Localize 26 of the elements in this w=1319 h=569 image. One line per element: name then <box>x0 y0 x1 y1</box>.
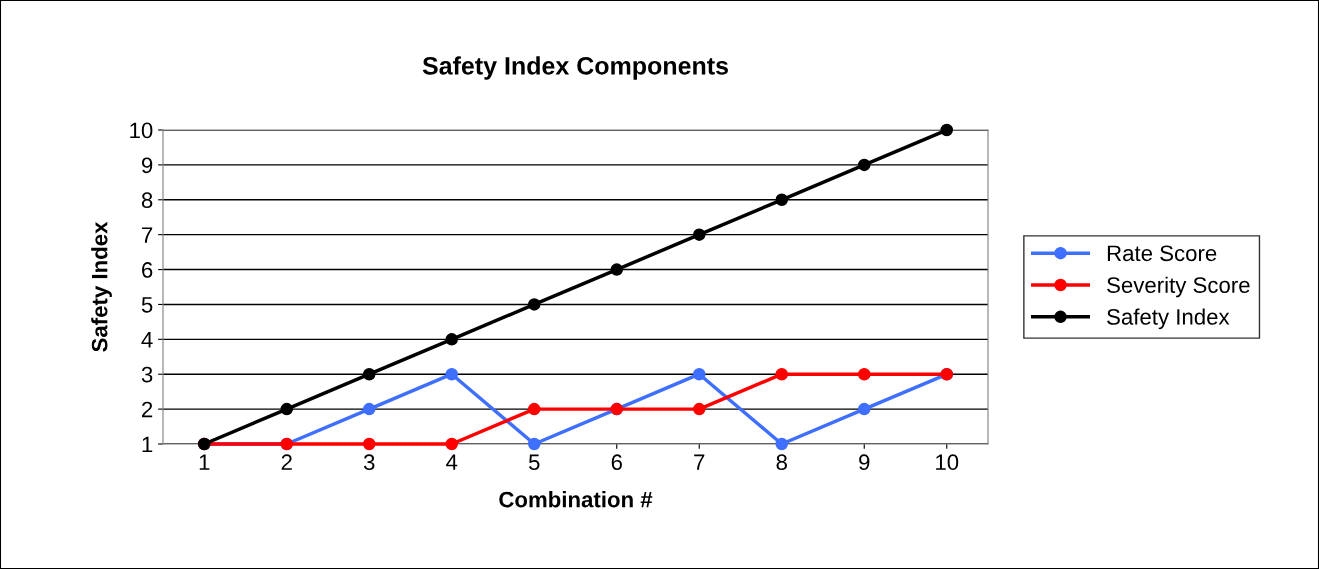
legend-label: Safety Index <box>1107 308 1230 330</box>
x-tick-label: 2 <box>281 454 292 470</box>
x-tick-label: 5 <box>528 454 540 471</box>
legend-label: Rate Score <box>1107 245 1217 262</box>
y-axis-title: Safety Index <box>91 221 112 352</box>
y-tick-label: 8 <box>141 192 153 209</box>
chart-title: Safety Index Components <box>422 56 728 80</box>
legend-label: Severity Score <box>1107 276 1250 298</box>
x-tick-label: 4 <box>446 454 458 470</box>
x-tick-label: 9 <box>859 454 870 471</box>
y-tick-label: 4 <box>141 332 153 348</box>
y-tick-label: 3 <box>141 366 153 383</box>
x-tick-label: 10 <box>936 454 959 471</box>
y-tick-label: 1 <box>142 436 153 453</box>
x-axis-title: Combination # <box>499 491 653 508</box>
x-tick-label: 3 <box>363 454 375 471</box>
y-tick-label: 7 <box>142 227 153 243</box>
y-tick-label: 9 <box>141 157 153 174</box>
y-tick-label: 6 <box>142 262 153 278</box>
y-tick-label: 2 <box>142 401 153 418</box>
x-tick-label: 7 <box>694 454 705 470</box>
y-tick-label: 5 <box>141 297 153 313</box>
x-tick-label: 1 <box>199 454 210 470</box>
x-tick-label: 6 <box>611 454 622 471</box>
y-tick-label: 10 <box>130 122 153 139</box>
x-tick-label: 8 <box>776 454 787 471</box>
